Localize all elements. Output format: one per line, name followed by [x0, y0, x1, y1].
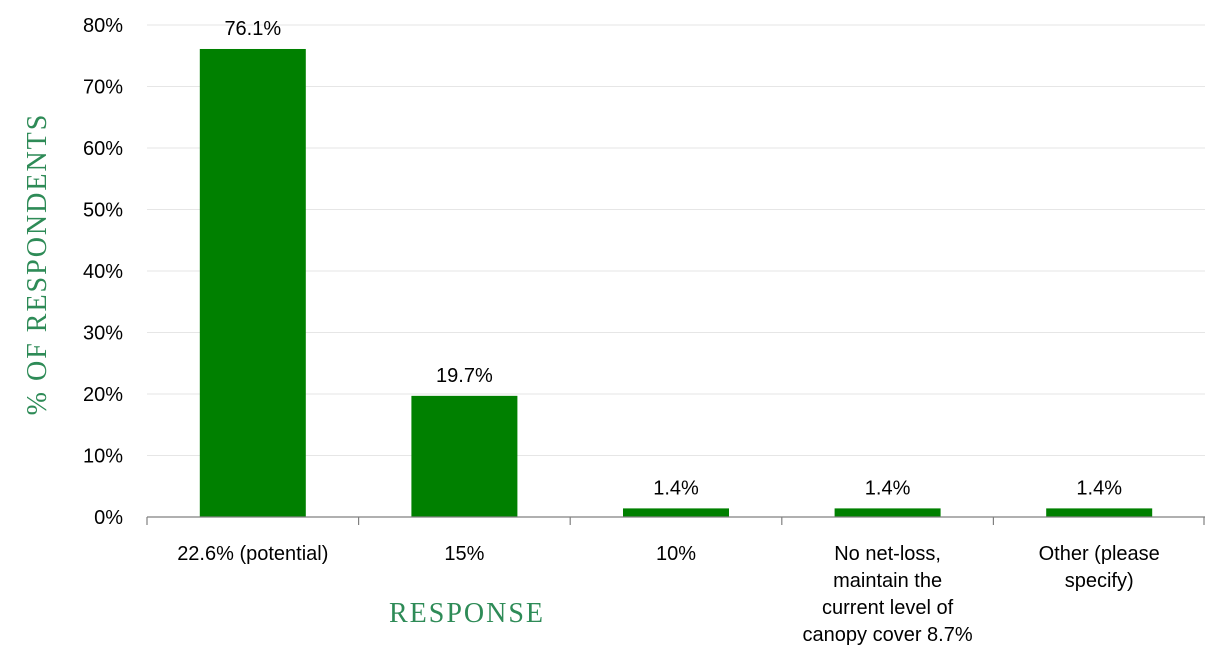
y-tick-label: 80% — [83, 15, 123, 37]
data-label: 1.4% — [653, 477, 699, 499]
y-tick-label: 20% — [83, 384, 123, 406]
bar — [1046, 508, 1153, 517]
axes — [146, 516, 1205, 525]
x-axis-title: RESPONSE — [389, 598, 545, 629]
y-tick-label: 0% — [94, 507, 123, 529]
y-tick-label: 40% — [83, 261, 123, 283]
y-tick-label: 50% — [83, 200, 123, 222]
bar — [199, 48, 306, 518]
bars — [199, 48, 1153, 518]
data-label: 1.4% — [865, 477, 911, 499]
category-labels: 22.6% (potential) 15% 10% No net-loss, maint… — [177, 543, 1160, 646]
y-tick-label: 70% — [83, 77, 123, 99]
data-labels: 76.1% 19.7% 1.4% 1.4% 1.4% — [224, 18, 1122, 499]
bar — [834, 508, 941, 517]
x-category-label: No net-loss, maintain the current level of… — [803, 543, 973, 646]
x-category-label: 10% — [656, 543, 696, 565]
y-axis-title: % OF RESPONDENTS — [22, 113, 53, 416]
bar — [411, 395, 518, 517]
x-category-label: Other (please specify) — [1039, 543, 1160, 592]
y-tick-label: 30% — [83, 323, 123, 345]
gridlines — [147, 24, 1205, 456]
x-category-label: 15% — [444, 543, 484, 565]
bar — [623, 508, 729, 517]
y-tick-label: 10% — [83, 446, 123, 468]
data-label: 19.7% — [436, 365, 493, 387]
data-label: 76.1% — [224, 18, 281, 40]
data-label: 1.4% — [1076, 477, 1122, 499]
x-category-label: 22.6% (potential) — [177, 543, 328, 565]
y-tick-labels: 0% 10% 20% 30% 40% 50% 60% 70% 80% — [83, 15, 123, 529]
y-tick-label: 60% — [83, 138, 123, 160]
